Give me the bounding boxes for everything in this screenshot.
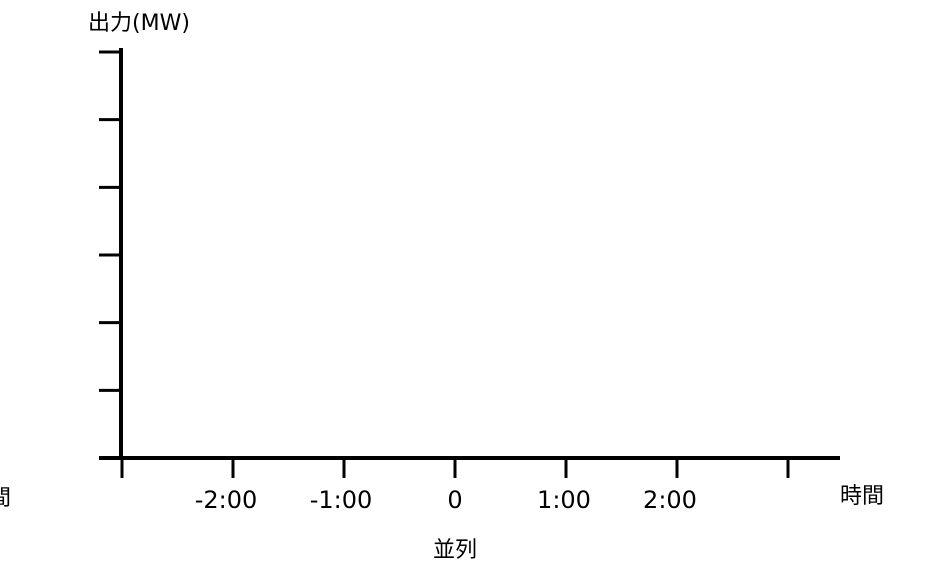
y-axis-label: 出力(MW) [88, 11, 190, 36]
x-axis-label: 時間 [840, 484, 884, 509]
y-ticks [99, 50, 121, 392]
x-tick-label: -2:00 [195, 486, 258, 514]
x-tick-label: 1:00 [537, 486, 591, 514]
x-tick-label: 2:00 [643, 486, 697, 514]
x-ticks [120, 458, 790, 478]
x-axis-caption: 並列 [433, 538, 477, 563]
x-tick-label: 0 [447, 486, 462, 514]
left-edge-label: 間 [0, 486, 11, 511]
x-tick-labels: -2:00 -1:00 0 1:00 2:00 [195, 486, 697, 514]
x-tick-label: -1:00 [310, 486, 373, 514]
